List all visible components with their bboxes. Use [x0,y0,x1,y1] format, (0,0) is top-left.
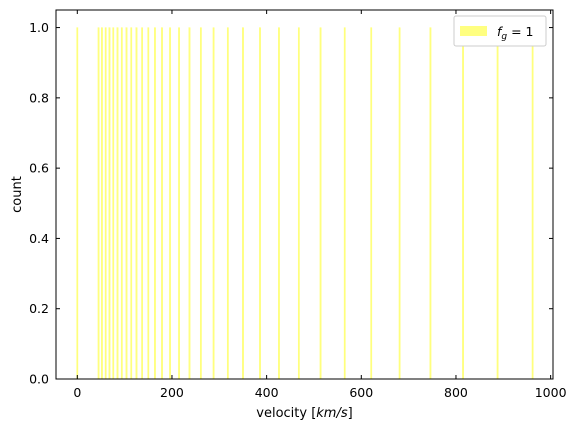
bar [141,27,143,380]
bar [259,27,261,380]
bar [147,27,150,380]
bar [178,27,180,380]
x-tick-label: 1000 [535,385,567,400]
bar [242,27,244,380]
bar [297,27,300,380]
bar [112,27,115,380]
bar [125,27,128,380]
bar [101,27,103,380]
x-tick-label: 200 [160,385,184,400]
bar [343,27,346,380]
legend-label: fg = 1 [497,24,534,42]
x-tick-label: 800 [444,385,468,400]
bar [104,27,107,380]
x-axis-label: velocity [km/s] [256,406,352,421]
bar [154,27,156,380]
legend-swatch [460,26,487,36]
x-tick-label: 0 [73,385,81,400]
plot-frame [55,9,554,380]
legend-box [453,15,547,47]
bar [398,27,401,380]
bar [429,27,432,380]
y-tick-label: 0.6 [29,161,49,176]
bar [462,27,464,380]
bar [531,27,534,380]
bar [161,27,163,380]
bar [76,27,79,380]
bar [169,27,171,380]
y-axis-label: count [10,176,25,213]
bar [319,27,322,380]
bar [135,27,138,380]
y-tick-label: 0.2 [29,301,49,316]
legend: fg = 1 [453,15,547,47]
bar [188,27,191,380]
bar [120,27,123,380]
x-tick-label: 600 [349,385,373,400]
ticks-group: 0 200 400 600 800 1000 0.0 0.2 0.4 0.6 0.8 1.0 [29,10,567,400]
bar [108,27,111,380]
y-tick-label: 0.0 [29,372,49,387]
bar [278,27,280,380]
bar [130,27,133,380]
bar [212,27,215,380]
x-tick-label: 400 [255,385,279,400]
y-tick-label: 0.8 [29,90,49,105]
bar [496,27,499,380]
bar [97,27,100,380]
bar [199,27,202,380]
bar [116,27,119,380]
bar [226,27,229,380]
bars-group [76,27,534,380]
y-tick-label: 0.4 [29,231,49,246]
y-tick-label: 1.0 [29,20,49,35]
bar [370,27,373,380]
